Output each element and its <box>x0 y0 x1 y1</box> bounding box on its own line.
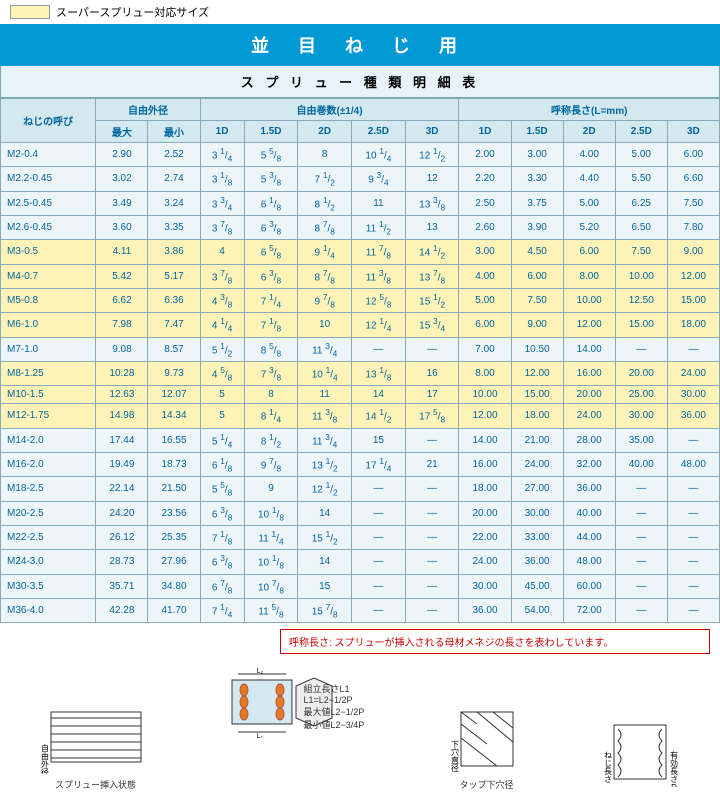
diagram-insertion: 自由外径 スプリュー挿入状態 <box>41 704 151 791</box>
table-row: M2-0.42.902.523 1/45 5/8810 1/412 1/22.0… <box>1 143 720 167</box>
diagrams-row: 自由外径 スプリュー挿入状態 L₂ L₁ 組立長さL1 L1=L2−1/2P 最… <box>0 660 720 799</box>
th-t1d: 1D <box>200 121 244 143</box>
table-row: M4-0.75.425.173 7/86 3/88 7/811 3/813 7/… <box>1 264 720 288</box>
svg-text:有効長さＤ: 有効長さＤ <box>669 750 678 787</box>
th-l3d: 3D <box>667 121 719 143</box>
subtitle: ス プ リ ュ ー 種 類 明 細 表 <box>0 66 720 98</box>
th-l2d: 2D <box>563 121 615 143</box>
th-min: 最小 <box>148 121 200 143</box>
table-row: M30-3.535.7134.806 7/810 7/815——30.0045.… <box>1 574 720 598</box>
table-row: M3-0.54.113.8646 5/89 1/411 7/814 1/23.0… <box>1 240 720 264</box>
svg-text:下穴直径: 下穴直径 <box>450 740 459 772</box>
diag2-line2: L1=L2−1/2P <box>304 695 384 705</box>
svg-text:L₁: L₁ <box>256 733 263 738</box>
table-row: M2.6-0.453.603.353 7/86 3/88 7/811 1/213… <box>1 215 720 239</box>
banner-title: 並 目 ね じ 用 <box>0 24 720 66</box>
th-turns: 自由巻数(±1/4) <box>200 99 459 121</box>
diagram-insertion-label: スプリュー挿入状態 <box>55 780 136 790</box>
diagram-tap-hole: 下穴直径 タップ下穴径 <box>447 704 527 791</box>
diagram-assembly: L₂ L₁ 組立長さL1 L1=L2−1/2P 最大値L2−1/2P 最小値L2… <box>224 668 374 791</box>
legend-label: スーパースプリュー対応サイズ <box>56 4 209 20</box>
diagram-tap-label: タップ下穴径 <box>459 780 513 790</box>
table-row: M16-2.019.4918.736 1/89 7/813 1/217 1/42… <box>1 452 720 476</box>
table-row: M7-1.09.088.575 1/28 5/811 3/4——7.0010.5… <box>1 337 720 361</box>
legend-swatch <box>10 5 50 19</box>
footnote-box: 呼称長さ: スプリューが挿入される母材メネジの長さを表わしています。 <box>280 629 710 654</box>
th-max: 最大 <box>96 121 148 143</box>
svg-text:L₂: L₂ <box>256 668 263 675</box>
diag2-line4: 最小値L2−3/4P <box>304 718 384 731</box>
table-row: M6-1.07.987.474 1/47 1/81012 1/415 3/46.… <box>1 313 720 337</box>
table-row: M20-2.524.2023.566 3/810 1/814——20.0030.… <box>1 501 720 525</box>
table-row: M5-0.86.626.364 3/87 1/49 7/812 5/815 1/… <box>1 288 720 312</box>
spec-table: ねじの呼び 自由外径 自由巻数(±1/4) 呼称長さ(L=mm) 最大 最小 1… <box>0 98 720 623</box>
th-t25d: 2.5D <box>352 121 406 143</box>
table-row: M18-2.522.1421.505 5/8912 1/2——18.0027.0… <box>1 477 720 501</box>
th-l15d: 1.5D <box>511 121 563 143</box>
diag2-line1: 組立長さL1 <box>304 682 384 695</box>
diagram-thread-length: ねじ長さ 有効長さＤ <box>600 717 680 791</box>
table-row: M14-2.017.4416.555 1/48 1/211 3/415—14.0… <box>1 428 720 452</box>
th-size: ねじの呼び <box>1 99 96 143</box>
table-row: M2.5-0.453.493.243 3/46 1/88 1/21113 3/8… <box>1 191 720 215</box>
th-t3d: 3D <box>405 121 459 143</box>
th-l25d: 2.5D <box>615 121 667 143</box>
diag2-line3: 最大値L2−1/2P <box>304 705 384 718</box>
table-row: M2.2-0.453.022.743 1/85 3/87 1/29 3/4122… <box>1 167 720 191</box>
svg-text:自由外径: 自由外径 <box>41 743 50 774</box>
th-length: 呼称長さ(L=mm) <box>459 99 720 121</box>
th-t2d: 2D <box>298 121 352 143</box>
table-row: M24-3.028.7327.966 3/810 1/814——24.0036.… <box>1 550 720 574</box>
table-row: M22-2.526.1225.357 1/811 1/415 1/2——22.0… <box>1 525 720 549</box>
table-row: M8-1.2510.289.734 5/87 3/810 1/413 1/816… <box>1 361 720 385</box>
table-row: M10-1.512.6312.075811141710.0015.0020.00… <box>1 386 720 404</box>
table-row: M36-4.042.2841.707 1/411 5/815 7/8——36.0… <box>1 598 720 622</box>
table-row: M12-1.7514.9814.3458 1/411 3/814 1/217 5… <box>1 404 720 428</box>
th-outer: 自由外径 <box>96 99 200 121</box>
th-l1d: 1D <box>459 121 511 143</box>
svg-text:ねじ長さ: ねじ長さ <box>603 751 612 783</box>
legend-row: スーパースプリュー対応サイズ <box>0 0 720 24</box>
th-t15d: 1.5D <box>244 121 298 143</box>
